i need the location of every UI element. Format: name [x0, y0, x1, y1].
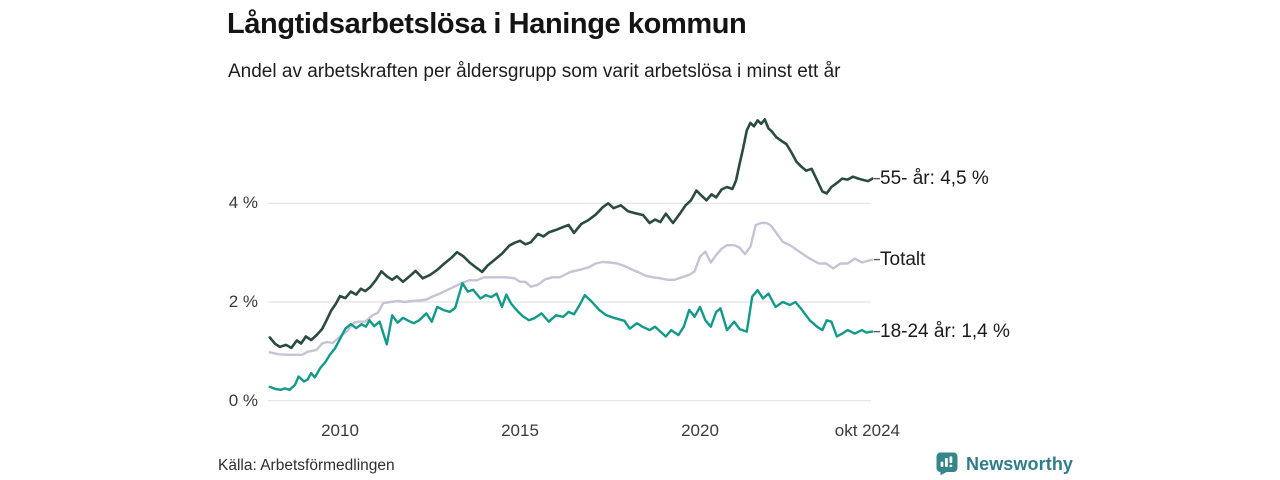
series-line-Totalt: [268, 221, 874, 356]
brand-name: Newsworthy: [966, 453, 1074, 474]
page-title: Långtidsarbetslösa i Haninge kommun: [227, 8, 747, 40]
newsworthy-logo[interactable]: Newsworthy: [936, 452, 1073, 476]
y-axis-tick-label: 4 %: [228, 193, 258, 213]
x-axis-tick-label: 2015: [501, 421, 539, 440]
gridlines: [268, 202, 871, 402]
x-axis-tick-label: okt 2024: [834, 421, 900, 440]
bar-chart-speech-bubble-icon: [936, 452, 958, 476]
series-line-18-24-r: [268, 282, 874, 391]
chart-subtitle: Andel av arbetskraften per åldersgrupp s…: [228, 61, 841, 82]
x-axis-tick-label: 2010: [321, 421, 359, 440]
series-end-label: 55- år: 4,5 %: [880, 167, 989, 189]
series-end-label: 18-24 år: 1,4 %: [880, 320, 1010, 342]
series-end-label: Totalt: [880, 248, 926, 270]
y-axis-tick-label: 2 %: [228, 292, 258, 311]
y-axis-tick-label: 0 %: [228, 390, 258, 410]
x-axis-tick-label: 2020: [681, 421, 719, 440]
series-line-55-r: [268, 118, 874, 350]
label-leader-dashes: [873, 177, 880, 333]
source-attribution: Källa: Arbetsförmedlingen: [218, 457, 395, 474]
series-lines: [268, 118, 874, 391]
